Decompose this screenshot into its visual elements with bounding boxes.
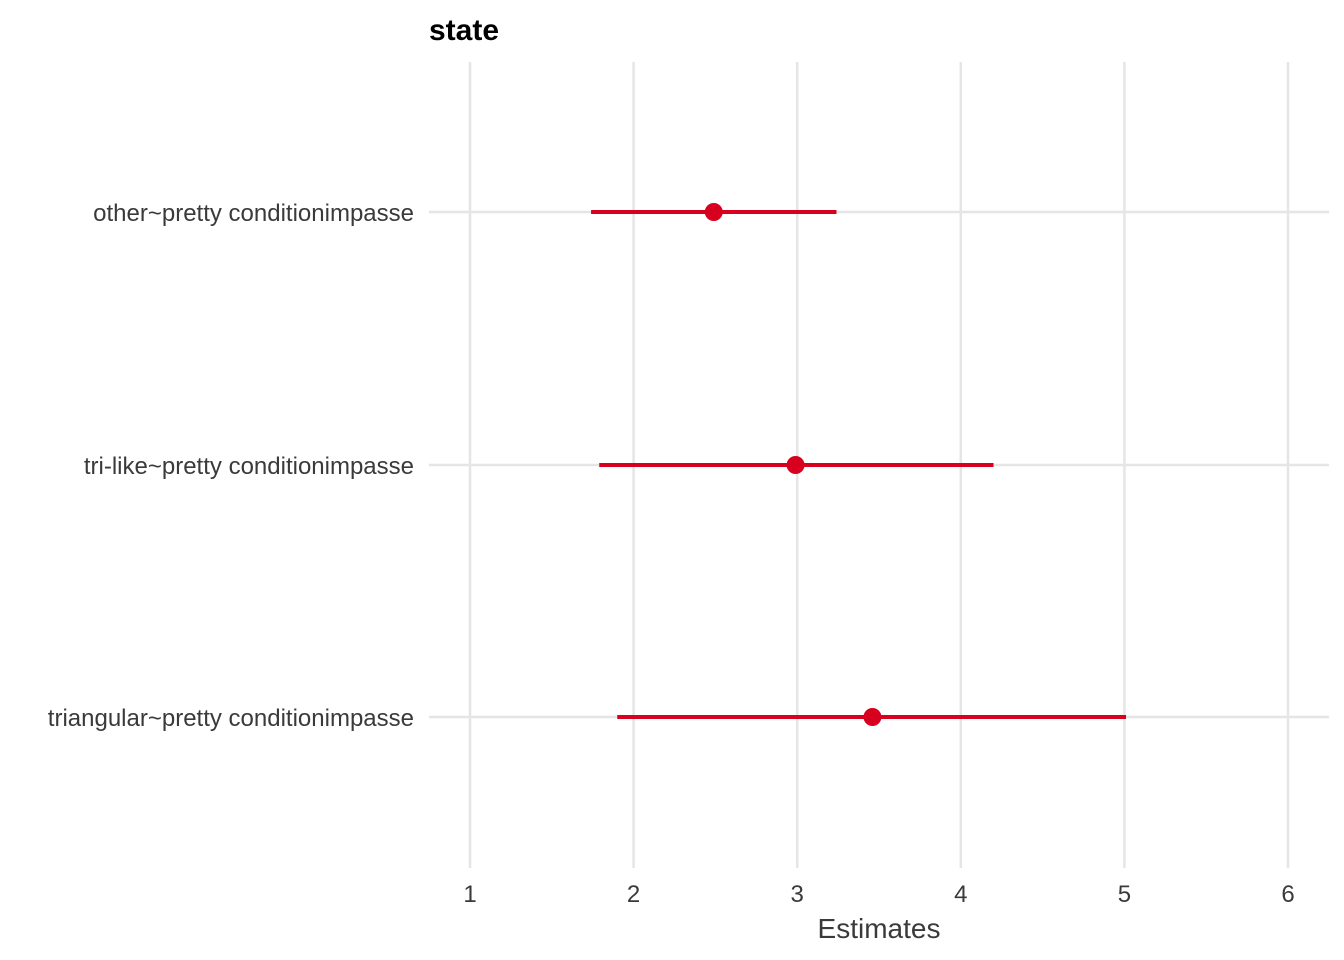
estimate-point xyxy=(704,203,723,221)
estimate-point xyxy=(786,456,805,474)
x-axis-label: Estimates xyxy=(818,913,941,944)
x-tick-label: 1 xyxy=(463,881,476,908)
x-tick-label: 2 xyxy=(627,881,640,908)
x-tick-label: 6 xyxy=(1281,881,1294,908)
chart-title: state xyxy=(429,14,499,47)
estimate-marks xyxy=(591,203,1127,726)
y-tick-label: tri-like~pretty conditionimpasse xyxy=(84,453,414,480)
y-tick-label: other~pretty conditionimpasse xyxy=(93,200,414,227)
x-tick-label: 4 xyxy=(954,881,967,908)
y-tick-label: triangular~pretty conditionimpasse xyxy=(48,705,414,732)
x-tick-label: 5 xyxy=(1118,881,1131,908)
y-axis-labels: other~pretty conditionimpasse tri-like~pr… xyxy=(48,200,414,732)
x-tick-label: 3 xyxy=(791,881,804,908)
estimate-point xyxy=(863,708,882,726)
x-axis-tick-labels: 1 2 3 4 5 6 xyxy=(463,881,1294,908)
